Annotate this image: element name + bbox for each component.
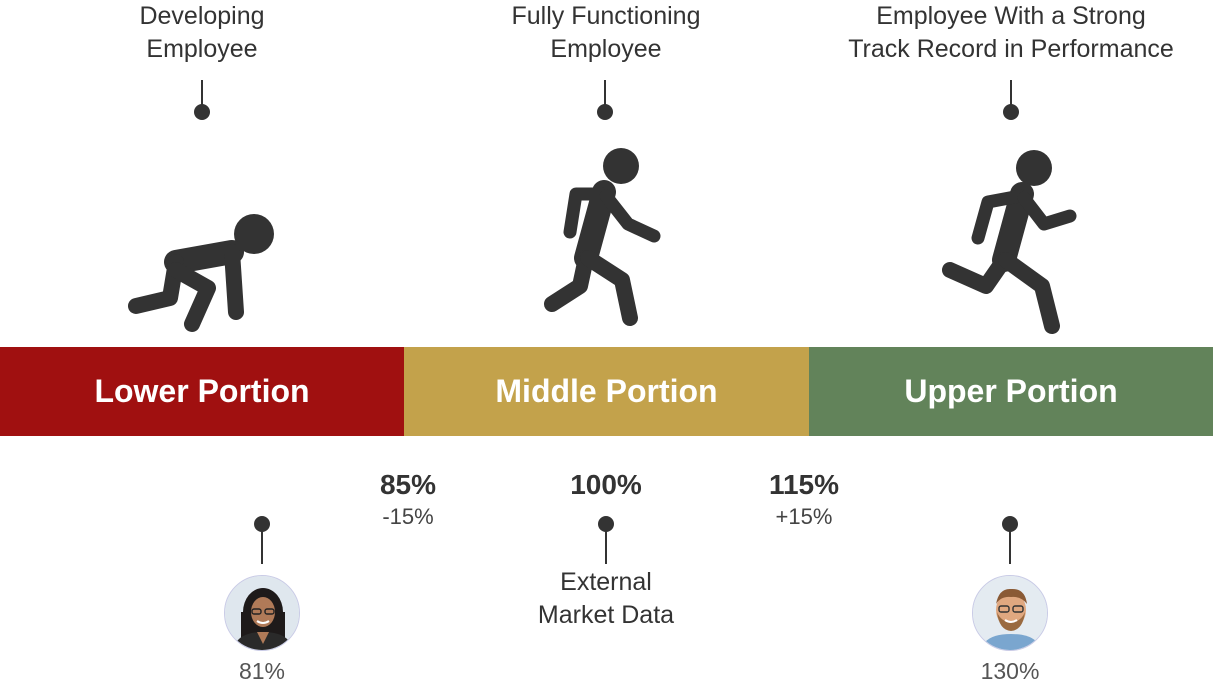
marker-delta: +15% <box>775 504 833 529</box>
crouching-figure-icon <box>128 214 274 332</box>
market-label-line: External <box>560 568 652 596</box>
band-label: Upper Portion <box>904 373 1118 409</box>
market-pin <box>596 516 616 564</box>
market-label-line: Market Data <box>537 601 675 629</box>
running-figure-icon <box>942 150 1077 334</box>
man-avatar-icon <box>972 575 1048 651</box>
stage-title-line: Employee With a Strong <box>876 2 1146 30</box>
band-middle-portion: Middle Portion <box>404 347 809 436</box>
band-upper-portion: Upper Portion <box>809 347 1213 436</box>
stage-title-line: Employee <box>550 35 662 63</box>
marker-85: 85% -15% <box>348 466 468 530</box>
employee-pin <box>252 516 272 564</box>
employee-pin <box>1000 516 1020 564</box>
stage-pin <box>595 80 615 122</box>
stage-title-developing: Developing Employee <box>0 0 404 66</box>
marker-delta: -15% <box>382 504 434 529</box>
woman-avatar-icon <box>224 575 300 651</box>
stage-pin <box>1001 80 1021 122</box>
band-lower-portion: Lower Portion <box>0 347 404 436</box>
stage-title-line: Track Record in Performance <box>848 35 1174 63</box>
marker-value: 100% <box>570 469 642 500</box>
marker-value: 115% <box>768 469 840 500</box>
walking-figure-icon <box>544 148 661 326</box>
marker-value: 85% <box>379 469 437 500</box>
band-label: Middle Portion <box>495 373 718 409</box>
stage-title-line: Employee <box>146 35 258 63</box>
employee-percentage: 130% <box>980 658 1040 684</box>
stage-title-fully-functioning: Fully Functioning Employee <box>404 0 808 66</box>
external-market-data-label: External Market Data <box>486 566 726 632</box>
stage-title-line: Fully Functioning <box>511 2 701 30</box>
marker-115: 115% +15% <box>744 466 864 530</box>
employee-percentage: 81% <box>238 658 286 684</box>
stage-title-line: Developing <box>139 2 265 30</box>
stage-pin <box>192 80 212 122</box>
stage-title-strong-track-record: Employee With a Strong Track Record in P… <box>809 0 1213 66</box>
marker-100: 100% <box>546 466 666 504</box>
band-label: Lower Portion <box>94 373 310 409</box>
